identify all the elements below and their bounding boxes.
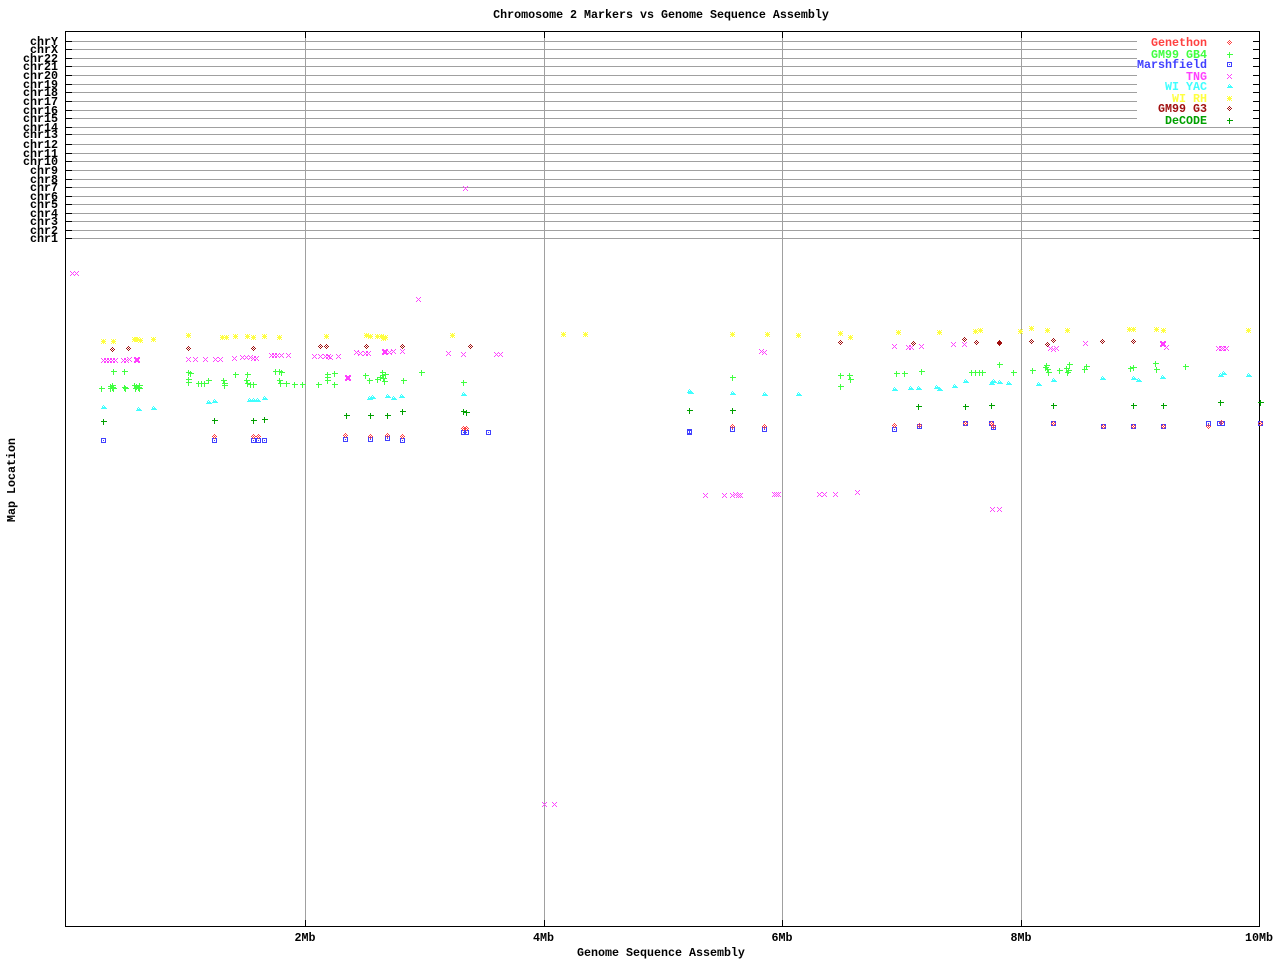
svg-text:chr17: chr17	[23, 95, 58, 109]
svg-text:chr20: chr20	[23, 69, 58, 83]
svg-text:Genome Sequence Assembly: Genome Sequence Assembly	[577, 946, 745, 960]
svg-text:WI YAC: WI YAC	[1165, 80, 1207, 94]
svg-text:chr12: chr12	[23, 138, 58, 152]
svg-text:chr3: chr3	[30, 215, 58, 229]
svg-text:chrY: chrY	[30, 35, 58, 49]
svg-text:Map Location: Map Location	[5, 438, 19, 522]
svg-text:chr5: chr5	[30, 198, 58, 212]
svg-text:WI RH: WI RH	[1172, 92, 1207, 106]
svg-text:chr9: chr9	[30, 164, 58, 178]
svg-text:chr18: chr18	[23, 86, 58, 100]
svg-text:2Mb: 2Mb	[295, 931, 316, 945]
svg-text:chr11: chr11	[23, 147, 58, 161]
svg-text:chr7: chr7	[30, 181, 58, 195]
svg-text:Chromosome 2 Markers vs Genome: Chromosome 2 Markers vs Genome Sequence …	[493, 8, 829, 22]
svg-text:chr4: chr4	[30, 207, 58, 221]
svg-text:chr13: chr13	[23, 128, 58, 142]
svg-text:chrX: chrX	[30, 43, 58, 57]
svg-text:chr1: chr1	[30, 232, 58, 246]
svg-text:chr6: chr6	[30, 190, 58, 204]
svg-text:chr8: chr8	[30, 173, 58, 187]
svg-text:8Mb: 8Mb	[1011, 931, 1032, 945]
svg-text:DeCODE: DeCODE	[1165, 114, 1207, 128]
svg-text:4Mb: 4Mb	[533, 931, 554, 945]
svg-text:TNG: TNG	[1186, 70, 1207, 84]
svg-text:chr2: chr2	[30, 224, 58, 238]
svg-text:chr16: chr16	[23, 104, 58, 118]
svg-text:GM99 GB4: GM99 GB4	[1151, 48, 1207, 62]
svg-text:chr22: chr22	[23, 52, 58, 66]
svg-text:6Mb: 6Mb	[772, 931, 793, 945]
svg-text:chr15: chr15	[23, 112, 58, 126]
svg-text:GM99 G3: GM99 G3	[1158, 102, 1207, 116]
svg-text:chr19: chr19	[23, 78, 58, 92]
svg-text:chr21: chr21	[23, 60, 58, 74]
svg-text:10Mb: 10Mb	[1245, 931, 1273, 945]
svg-text:Marshfield: Marshfield	[1137, 58, 1207, 72]
svg-text:chr10: chr10	[23, 155, 58, 169]
svg-text:chr14: chr14	[23, 121, 58, 135]
svg-text:Genethon: Genethon	[1151, 36, 1207, 50]
